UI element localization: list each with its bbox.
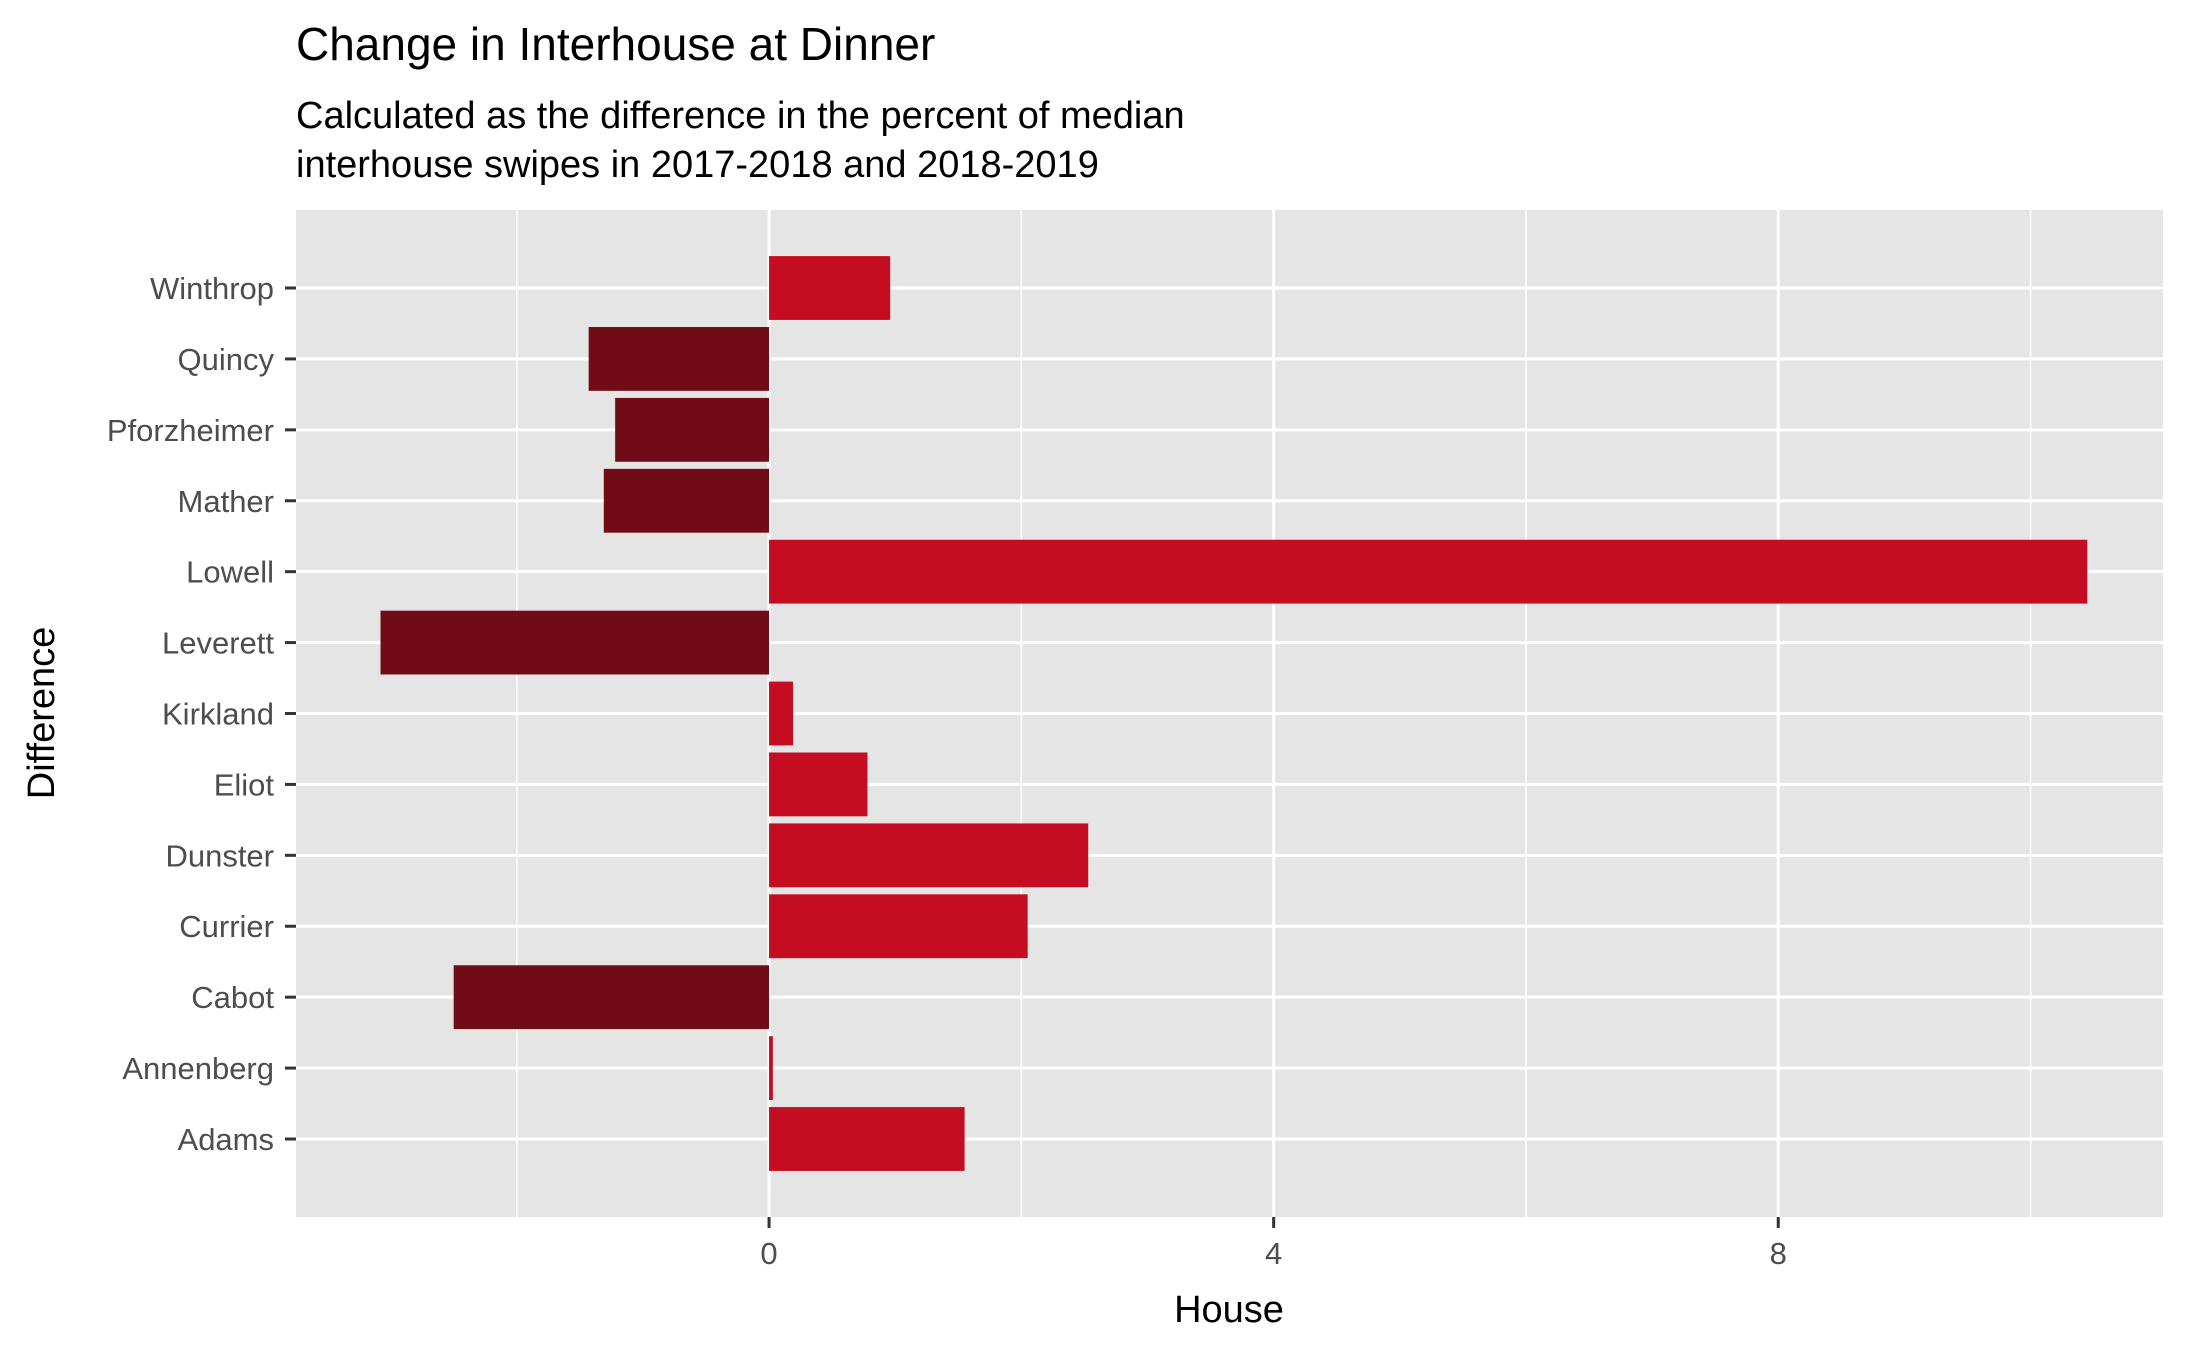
bar-lowell <box>769 539 2088 604</box>
bar-quincy <box>588 327 770 391</box>
major-gridlines <box>296 210 2163 1217</box>
bar-mather <box>603 468 770 533</box>
y-tick-label: Annenberg <box>122 1051 274 1086</box>
x-axis: 0 4 8 <box>760 1217 1787 1271</box>
chart-subtitle-line-2: interhouse swipes in 2017-2018 and 2018-… <box>296 144 1099 186</box>
bar-eliot <box>769 752 868 817</box>
y-tick-label: Pforzheimer <box>107 413 274 448</box>
y-tick-label: Cabot <box>191 980 274 1015</box>
bar-kirkland <box>769 681 794 746</box>
y-tick-label: Winthrop <box>150 271 274 306</box>
x-tick-label: 4 <box>1265 1236 1282 1271</box>
y-tick-label: Kirkland <box>162 697 274 732</box>
bar-dunster <box>769 823 1089 888</box>
y-tick-label: Leverett <box>162 626 274 661</box>
y-tick-label: Currier <box>179 909 274 944</box>
y-axis-title: Difference <box>21 627 63 800</box>
y-tick-label: Adams <box>178 1122 274 1157</box>
bar-leverett <box>380 610 770 675</box>
bars-layer <box>380 256 2088 1171</box>
chart-title: Change in Interhouse at Dinner <box>296 18 935 70</box>
bar-cabot <box>453 965 770 1030</box>
bar-winthrop <box>769 256 891 320</box>
bar-currier <box>769 894 1028 959</box>
y-tick-label: Dunster <box>165 838 274 873</box>
bar-annenberg <box>769 1036 773 1100</box>
y-axis: Adams Annenberg Cabot Currier Dunster Eliot Ki… <box>107 271 296 1157</box>
y-tick-label: Eliot <box>214 767 275 802</box>
y-tick-label: Mather <box>178 484 274 519</box>
bar-adams <box>769 1107 965 1171</box>
y-tick-label: Lowell <box>186 555 274 590</box>
bar-pforzheimer <box>615 397 770 462</box>
y-tick-label: Quincy <box>178 342 275 377</box>
x-axis-title: House <box>1174 1289 1284 1331</box>
x-tick-label: 8 <box>1770 1236 1787 1271</box>
x-tick-label: 0 <box>760 1236 777 1271</box>
chart-subtitle-line-1: Calculated as the difference in the perc… <box>296 95 1185 137</box>
